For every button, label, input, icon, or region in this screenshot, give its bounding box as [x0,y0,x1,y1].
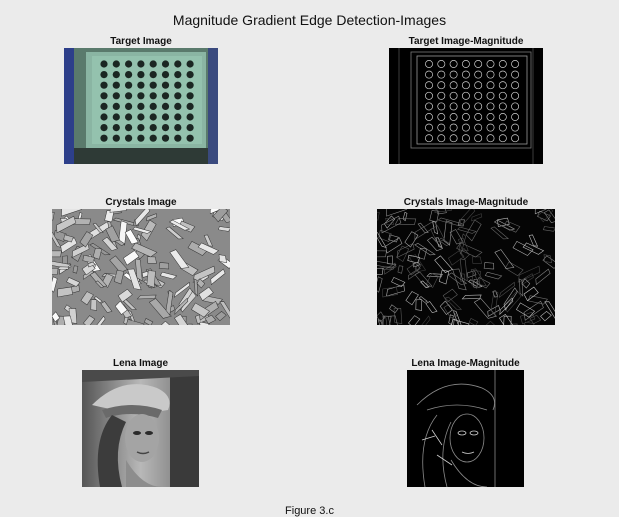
target-magnitude-title: Target Image-Magnitude [408,36,524,47]
target-image [64,48,218,164]
target-image-title: Target Image [110,36,172,47]
crystals-image-title: Crystals Image [105,197,177,208]
lena-image [82,370,199,487]
target-magnitude-image [389,48,543,164]
crystals-magnitude-title: Crystals Image-Magnitude [403,197,529,208]
crystals-image [52,209,230,325]
lena-magnitude-title: Lena Image-Magnitude [411,358,520,369]
lena-image-title: Lena Image [112,358,169,369]
figure-title: Magnitude Gradient Edge Detection-Images [172,12,447,28]
lena-magnitude-image [407,370,524,487]
figure-caption: Figure 3.c [285,505,334,517]
crystals-magnitude-image [377,209,555,325]
